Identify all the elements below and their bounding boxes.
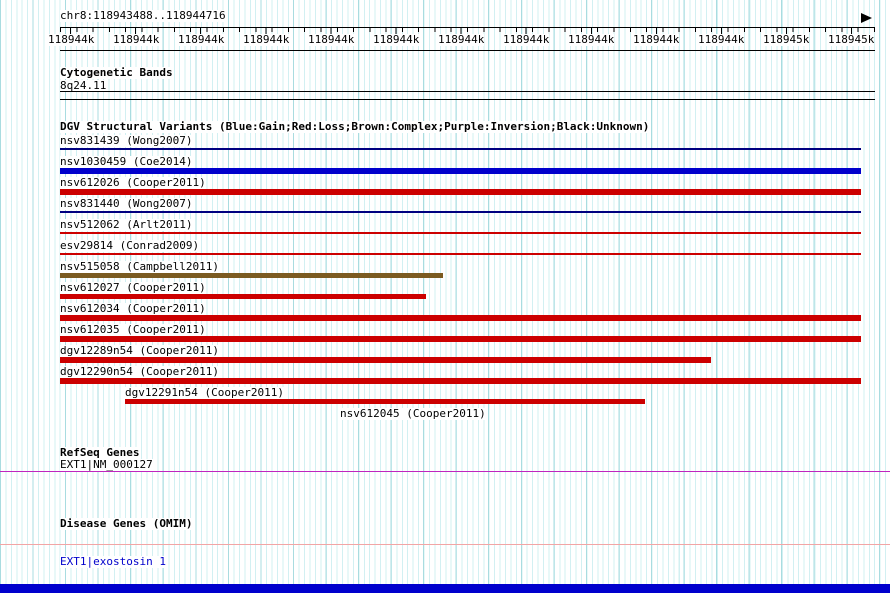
variant-bar[interactable] (60, 336, 861, 342)
variant-bar[interactable] (60, 168, 861, 174)
ruler-tick-label: 118944k (48, 33, 95, 46)
ruler-tick-label: 118944k (308, 33, 355, 46)
variant-label[interactable]: nsv612035 (Cooper2011) (60, 323, 206, 336)
variant-bar[interactable] (60, 253, 861, 255)
refseq-gene-line[interactable] (0, 471, 890, 472)
refseq-title: RefSeq Genes (60, 446, 140, 459)
position-label: chr8:118943488..118944716 (60, 9, 226, 22)
ruler-major-ticks (60, 28, 875, 34)
ruler-tick-label: 118944k (178, 33, 225, 46)
ruler-tick-label: 118944k (698, 33, 745, 46)
ruler-tick-label: 118944k (568, 33, 615, 46)
cytoband-track (60, 91, 875, 100)
refseq-gene-label[interactable]: EXT1|NM_000127 (60, 458, 153, 471)
variant-label[interactable]: nsv515058 (Campbell2011) (60, 260, 219, 273)
ruler-tick-label: 118944k (633, 33, 680, 46)
dgv-title: DGV Structural Variants (Blue:Gain;Red:L… (60, 120, 650, 133)
variant-label[interactable]: nsv612026 (Cooper2011) (60, 176, 206, 189)
ruler-tick-label: 118944k (438, 33, 485, 46)
ruler-tick-label: 118944k (113, 33, 160, 46)
cytoband-name: 8q24.11 (60, 79, 107, 92)
variant-bar[interactable] (60, 232, 861, 234)
axis-baseline (60, 50, 875, 51)
variant-bar[interactable] (60, 294, 426, 299)
omim-title: Disease Genes (OMIM) (60, 517, 193, 530)
variant-bar[interactable] (60, 378, 861, 384)
cytobands-title: Cytogenetic Bands (60, 66, 173, 79)
bottom-blue-bar (0, 584, 890, 593)
variant-label[interactable]: nsv512062 (Arlt2011) (60, 218, 193, 231)
variant-label[interactable]: nsv612034 (Cooper2011) (60, 302, 206, 315)
variant-label[interactable]: nsv612027 (Cooper2011) (60, 281, 206, 294)
variant-bar[interactable] (60, 357, 711, 363)
variant-label[interactable]: dgv12290n54 (Cooper2011) (60, 365, 219, 378)
ruler-tick-label: 118945k (828, 33, 875, 46)
variant-label[interactable]: dgv12289n54 (Cooper2011) (60, 344, 219, 357)
variant-bar[interactable] (60, 273, 443, 278)
omim-gene-line[interactable] (0, 544, 890, 545)
ruler-tick-label: 118944k (503, 33, 550, 46)
variant-label[interactable]: dgv12291n54 (Cooper2011) (125, 386, 284, 399)
variant-bar[interactable] (60, 189, 861, 195)
variant-label[interactable]: nsv1030459 (Coe2014) (60, 155, 193, 168)
ruler-tick-label: 118945k (763, 33, 810, 46)
variant-bar[interactable] (60, 148, 861, 150)
ruler-tick-label: 118944k (373, 33, 420, 46)
ruler-line (60, 27, 875, 28)
variant-bar[interactable] (60, 211, 861, 213)
omim-gene-label[interactable]: EXT1|exostosin 1 (60, 555, 166, 568)
variant-label[interactable]: nsv831439 (Wong2007) (60, 134, 193, 147)
pan-right-arrow-icon[interactable] (861, 13, 872, 23)
variant-bar[interactable] (60, 315, 861, 321)
ruler-tick-label: 118944k (243, 33, 290, 46)
variant-label[interactable]: esv29814 (Conrad2009) (60, 239, 200, 252)
variant-label[interactable]: nsv612045 (Cooper2011) (340, 407, 486, 420)
variant-label[interactable]: nsv831440 (Wong2007) (60, 197, 193, 210)
variant-bar[interactable] (125, 399, 645, 404)
